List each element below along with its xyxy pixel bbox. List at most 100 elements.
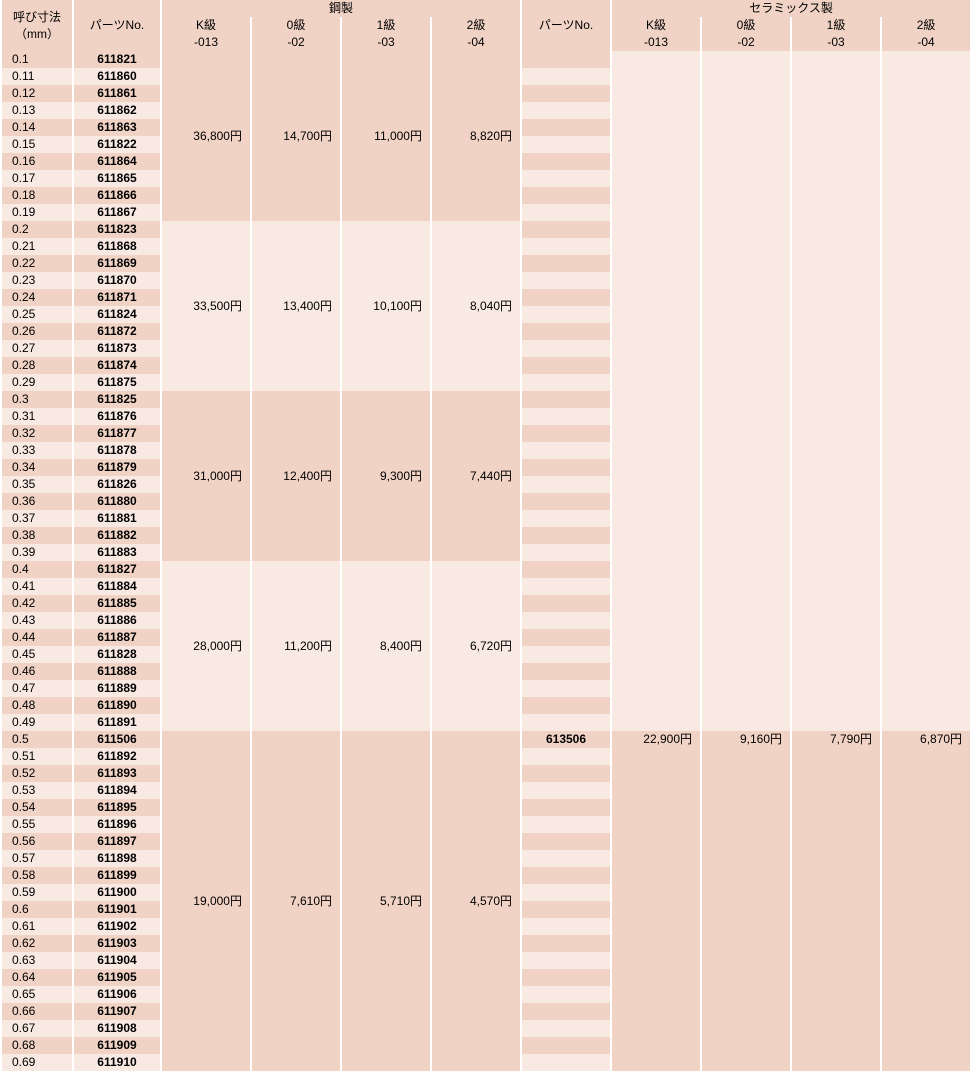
dim-cell: 0.1 — [1, 51, 73, 68]
steel-part-cell: 611506 — [73, 731, 161, 748]
steel-part-cell: 611863 — [73, 119, 161, 136]
ceramic-part-cell — [521, 680, 611, 697]
dim-cell: 0.5 — [1, 731, 73, 748]
price-table: 呼び寸法（mm） パーツNo. 鋼製 パーツNo. セラミックス製 K級 0級 … — [0, 0, 971, 1071]
ceramic-part-cell — [521, 935, 611, 952]
dim-cell: 0.19 — [1, 204, 73, 221]
hdr-grade: 2級 — [881, 17, 971, 34]
steel-part-cell: 611870 — [73, 272, 161, 289]
dim-cell: 0.41 — [1, 578, 73, 595]
ceramic-price-cell — [791, 391, 881, 561]
steel-price-cell: 11,200円 — [251, 561, 341, 731]
ceramic-price-cell — [881, 51, 971, 221]
steel-price-cell: 4,570円 — [431, 731, 521, 1071]
steel-price-cell: 13,400円 — [251, 221, 341, 391]
ceramic-price-cell — [701, 391, 791, 561]
ceramic-part-cell — [521, 289, 611, 306]
hdr-suffix: -03 — [791, 34, 881, 51]
steel-part-cell: 611861 — [73, 85, 161, 102]
dim-cell: 0.24 — [1, 289, 73, 306]
hdr-suffix: -04 — [431, 34, 521, 51]
dim-cell: 0.36 — [1, 493, 73, 510]
ceramic-part-cell — [521, 119, 611, 136]
ceramic-part-cell — [521, 306, 611, 323]
ceramic-part-cell — [521, 765, 611, 782]
ceramic-price-cell: 7,790円 — [791, 731, 881, 1071]
ceramic-price-cell: 6,870円 — [881, 731, 971, 1071]
ceramic-part-cell — [521, 578, 611, 595]
steel-part-cell: 611826 — [73, 476, 161, 493]
dim-cell: 0.57 — [1, 850, 73, 867]
ceramic-price-cell: 22,900円 — [611, 731, 701, 1071]
hdr-suffix: -03 — [341, 34, 431, 51]
steel-price-cell: 7,610円 — [251, 731, 341, 1071]
dim-cell: 0.15 — [1, 136, 73, 153]
ceramic-part-cell — [521, 697, 611, 714]
ceramic-part-cell — [521, 646, 611, 663]
ceramic-part-cell — [521, 425, 611, 442]
ceramic-part-cell — [521, 884, 611, 901]
hdr-suffix: -013 — [161, 34, 251, 51]
hdr-grade: 1級 — [341, 17, 431, 34]
dim-cell: 0.54 — [1, 799, 73, 816]
hdr-ceramic-group: セラミックス製 — [611, 0, 971, 17]
steel-part-cell: 611884 — [73, 578, 161, 595]
steel-part-cell: 611880 — [73, 493, 161, 510]
steel-price-cell: 31,000円 — [161, 391, 251, 561]
dim-cell: 0.14 — [1, 119, 73, 136]
ceramic-price-cell — [611, 561, 701, 731]
steel-price-cell: 9,300円 — [341, 391, 431, 561]
steel-part-cell: 611897 — [73, 833, 161, 850]
steel-part-cell: 611866 — [73, 187, 161, 204]
steel-part-cell: 611878 — [73, 442, 161, 459]
steel-part-cell: 611906 — [73, 986, 161, 1003]
ceramic-part-cell — [521, 272, 611, 289]
steel-part-cell: 611825 — [73, 391, 161, 408]
ceramic-part-cell — [521, 102, 611, 119]
steel-part-cell: 611903 — [73, 935, 161, 952]
ceramic-part-cell — [521, 136, 611, 153]
ceramic-price-cell — [881, 391, 971, 561]
dim-cell: 0.38 — [1, 527, 73, 544]
steel-part-cell: 611827 — [73, 561, 161, 578]
ceramic-part-cell — [521, 1020, 611, 1037]
ceramic-part-cell — [521, 408, 611, 425]
steel-part-cell: 611828 — [73, 646, 161, 663]
ceramic-price-cell — [791, 51, 881, 221]
steel-price-cell: 5,710円 — [341, 731, 431, 1071]
ceramic-part-cell — [521, 221, 611, 238]
steel-part-cell: 611876 — [73, 408, 161, 425]
dim-cell: 0.23 — [1, 272, 73, 289]
steel-price-cell: 36,800円 — [161, 51, 251, 221]
hdr-dim: 呼び寸法（mm） — [1, 0, 73, 51]
ceramic-part-cell — [521, 374, 611, 391]
steel-price-cell: 14,700円 — [251, 51, 341, 221]
hdr-grade: 0級 — [251, 17, 341, 34]
steel-part-cell: 611892 — [73, 748, 161, 765]
ceramic-part-cell — [521, 323, 611, 340]
ceramic-price-cell — [791, 221, 881, 391]
steel-part-cell: 611879 — [73, 459, 161, 476]
ceramic-part-cell — [521, 255, 611, 272]
steel-part-cell: 611881 — [73, 510, 161, 527]
dim-cell: 0.25 — [1, 306, 73, 323]
steel-price-cell: 8,040円 — [431, 221, 521, 391]
steel-part-cell: 611823 — [73, 221, 161, 238]
table-row: 0.461182728,000円11,200円8,400円6,720円 — [1, 561, 971, 578]
table-body: 0.161182136,800円14,700円11,000円8,820円0.11… — [1, 51, 971, 1071]
dim-cell: 0.13 — [1, 102, 73, 119]
steel-part-cell: 611860 — [73, 68, 161, 85]
hdr-suffix: -04 — [881, 34, 971, 51]
steel-part-cell: 611887 — [73, 629, 161, 646]
dim-cell: 0.46 — [1, 663, 73, 680]
steel-part-cell: 611901 — [73, 901, 161, 918]
steel-part-cell: 611898 — [73, 850, 161, 867]
ceramic-part-cell — [521, 969, 611, 986]
dim-cell: 0.49 — [1, 714, 73, 731]
steel-part-cell: 611877 — [73, 425, 161, 442]
hdr-grade: 0級 — [701, 17, 791, 34]
hdr-suffix: -02 — [251, 34, 341, 51]
dim-cell: 0.64 — [1, 969, 73, 986]
ceramic-part-cell — [521, 459, 611, 476]
dim-cell: 0.43 — [1, 612, 73, 629]
